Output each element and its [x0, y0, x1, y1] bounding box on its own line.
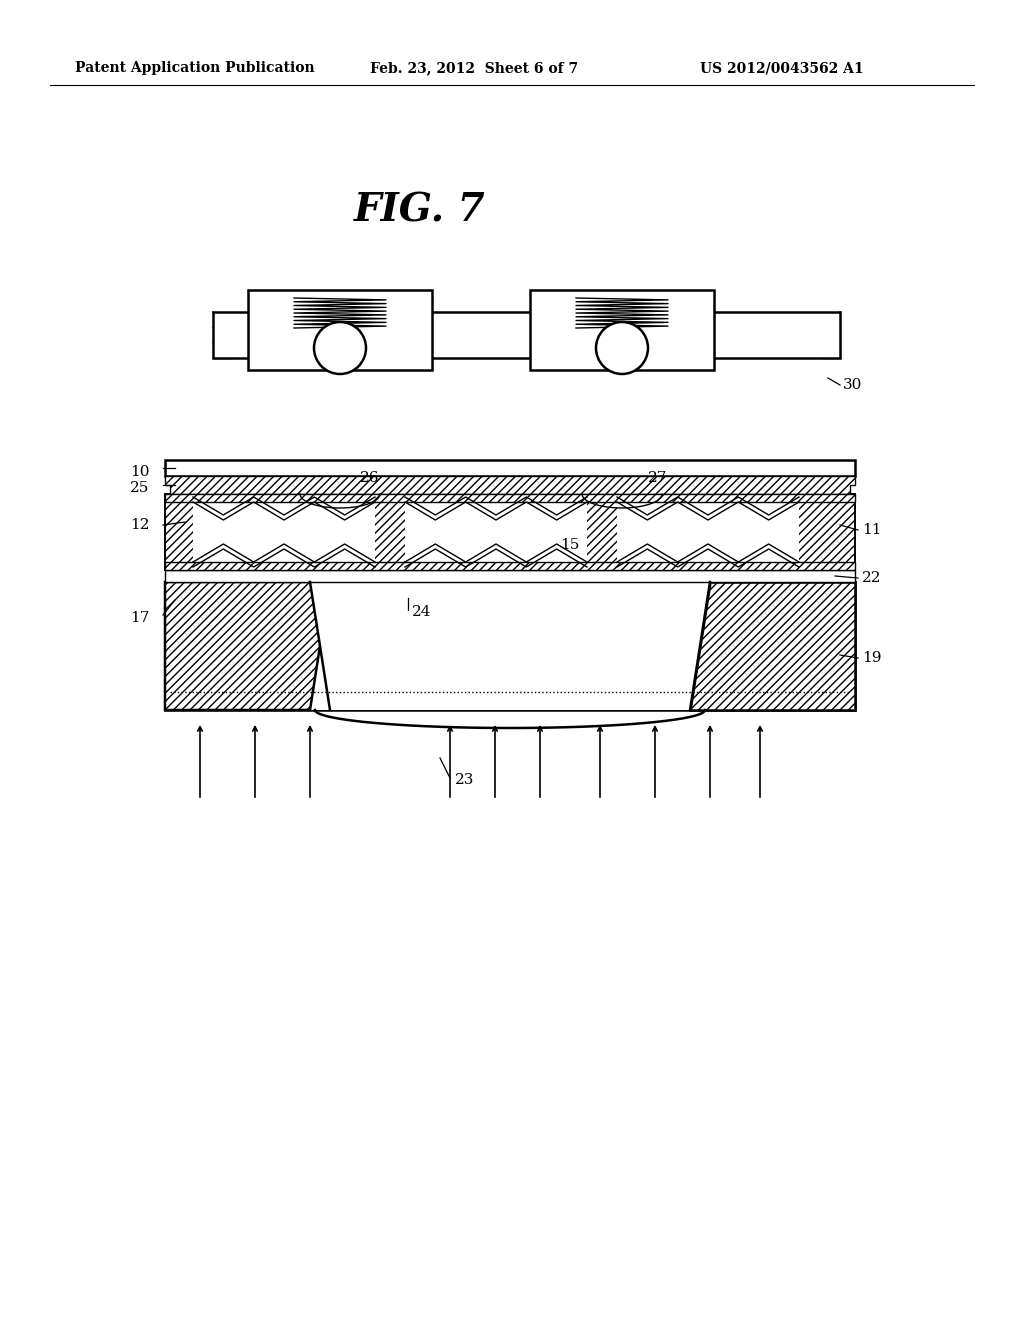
- Bar: [165, 494, 855, 502]
- Polygon shape: [310, 582, 710, 710]
- Bar: [248, 290, 432, 370]
- Polygon shape: [690, 582, 855, 710]
- Text: 23: 23: [455, 774, 474, 787]
- Text: 24: 24: [412, 605, 431, 619]
- Text: 12: 12: [130, 517, 150, 532]
- Bar: [617, 502, 799, 562]
- Text: FIG. 7: FIG. 7: [354, 191, 485, 228]
- Bar: [165, 562, 855, 570]
- Bar: [165, 459, 855, 477]
- Circle shape: [314, 322, 366, 374]
- Bar: [165, 570, 855, 582]
- Bar: [165, 582, 855, 710]
- Circle shape: [596, 322, 648, 374]
- Bar: [165, 582, 330, 710]
- Bar: [530, 290, 714, 370]
- Bar: [406, 502, 587, 562]
- Text: Patent Application Publication: Patent Application Publication: [75, 61, 314, 75]
- Text: 30: 30: [843, 378, 862, 392]
- Bar: [213, 312, 840, 358]
- Text: 17: 17: [130, 611, 150, 624]
- Text: 15: 15: [560, 539, 580, 552]
- Bar: [165, 494, 855, 570]
- Text: US 2012/0043562 A1: US 2012/0043562 A1: [700, 61, 863, 75]
- Text: Feb. 23, 2012  Sheet 6 of 7: Feb. 23, 2012 Sheet 6 of 7: [370, 61, 579, 75]
- Text: 11: 11: [862, 523, 882, 537]
- Text: 27: 27: [648, 471, 668, 484]
- Text: 25: 25: [130, 480, 150, 495]
- Polygon shape: [165, 582, 330, 710]
- Text: 19: 19: [862, 651, 882, 665]
- Text: 26: 26: [360, 471, 380, 484]
- Polygon shape: [165, 477, 855, 494]
- Text: 22: 22: [862, 572, 882, 585]
- Text: 10: 10: [130, 465, 150, 479]
- Bar: [193, 502, 375, 562]
